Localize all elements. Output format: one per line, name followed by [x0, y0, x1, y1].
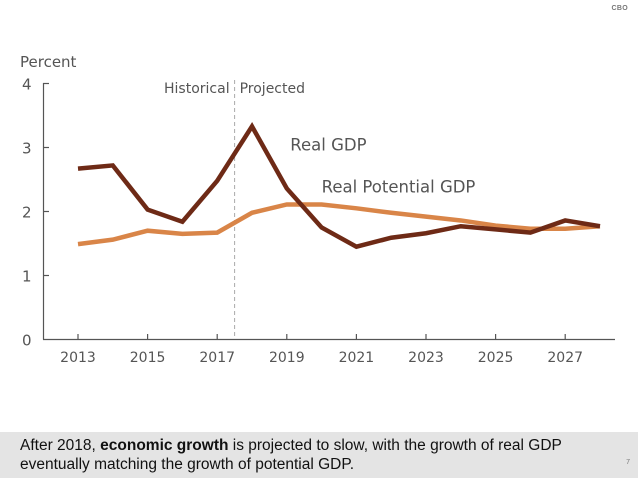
y-axis-label: Percent	[20, 53, 77, 71]
y-tick-label: 4	[22, 76, 32, 94]
y-tick-label: 1	[22, 268, 32, 286]
cbo-logo-text: CBO	[611, 5, 628, 12]
real-gdp-line	[77, 122, 601, 250]
caption-text: After 2018, economic growth is projected…	[20, 436, 610, 474]
real-potential-gdp-series-label: Real Potential GDP	[322, 177, 476, 196]
y-tick-label: 0	[22, 332, 32, 350]
x-tick-label: 2027	[547, 350, 583, 366]
y-tick-label: 3	[22, 140, 32, 158]
x-tick-label: 2025	[478, 350, 514, 366]
x-axis-ticks: 2013 2015 2017 2019 2021 2023 2025 2027	[60, 334, 583, 366]
x-tick-label: 2015	[130, 350, 166, 366]
caption-bar: After 2018, economic growth is projected…	[0, 432, 638, 478]
projected-label: Projected	[240, 81, 305, 97]
historical-label: Historical	[164, 81, 230, 97]
x-tick-label: 2019	[269, 350, 305, 366]
x-tick-label: 2023	[408, 350, 444, 366]
y-tick-label: 2	[22, 204, 32, 222]
caption-bold: economic growth	[100, 437, 229, 454]
page-number: 7	[626, 459, 630, 466]
x-tick-label: 2017	[199, 350, 235, 366]
series-layer: Real Potential GDP Real GDP	[77, 122, 601, 250]
real-gdp-series-label: Real GDP	[290, 136, 366, 155]
x-tick-label: 2013	[60, 350, 96, 366]
x-tick-label: 2021	[339, 350, 375, 366]
y-axis-ticks: 0 1 2 3 4	[22, 76, 49, 350]
real-potential-gdp-line	[77, 202, 601, 247]
caption-pre: After 2018,	[20, 437, 101, 454]
caption-post: is projected to slow, with the growth of…	[20, 437, 562, 473]
